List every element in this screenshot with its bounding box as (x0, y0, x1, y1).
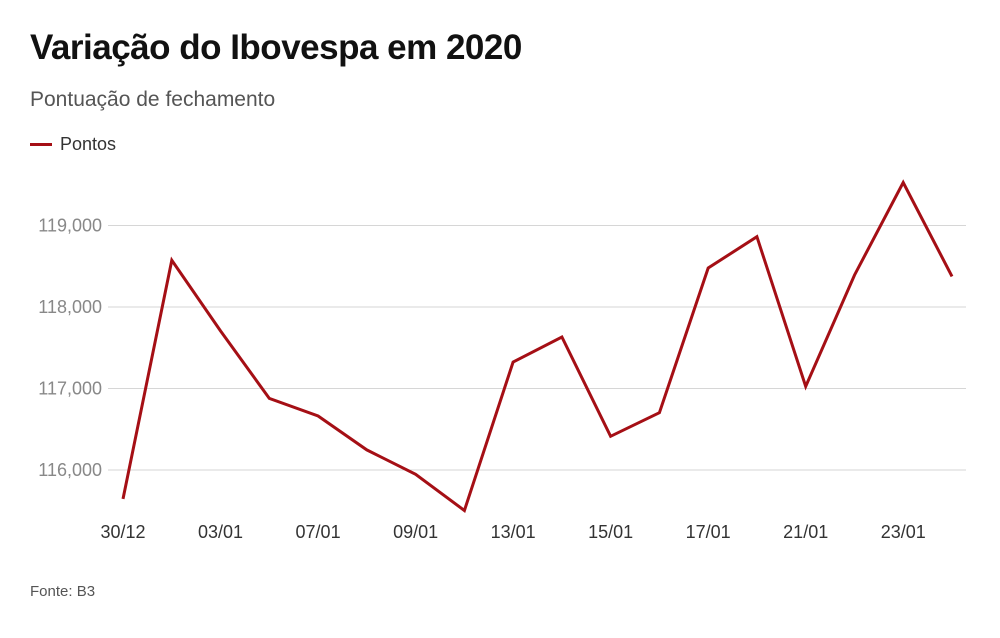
source-note: Fonte: B3 (30, 583, 96, 600)
x-tick-label: 21/01 (783, 522, 828, 542)
legend-label-pontos: Pontos (60, 134, 117, 154)
legend: Pontos (30, 134, 116, 155)
x-tick-label: 15/01 (588, 522, 633, 542)
y-tick-label: 117,000 (38, 379, 102, 399)
series-layer (121, 179, 954, 513)
x-tick-label: 30/12 (100, 522, 145, 542)
legend-swatch-pontos (30, 143, 52, 146)
y-tick-label: 119,000 (38, 216, 102, 236)
x-tick-label: 03/01 (198, 522, 243, 542)
gridlines (108, 225, 966, 471)
y-tick-label: 118,000 (38, 297, 102, 317)
series-line-pontos (121, 179, 954, 513)
x-tick-label: 17/01 (686, 522, 731, 542)
x-axis-ticks: 30/12 03/01 07/01 09/01 13/01 15/01 17/01 21/01… (100, 522, 925, 542)
chart-subtitle: Pontuação de fechamento (30, 88, 276, 111)
y-tick-label: 116,000 (38, 460, 102, 480)
x-tick-label: 07/01 (296, 522, 341, 542)
x-tick-label: 13/01 (491, 522, 536, 542)
y-axis-ticks: 116,000 117,000 118,000 119,000 (38, 216, 102, 481)
x-tick-label: 09/01 (393, 522, 438, 542)
x-tick-label: 23/01 (881, 522, 926, 542)
chart-title: Variação do Ibovespa em 2020 (30, 28, 522, 67)
